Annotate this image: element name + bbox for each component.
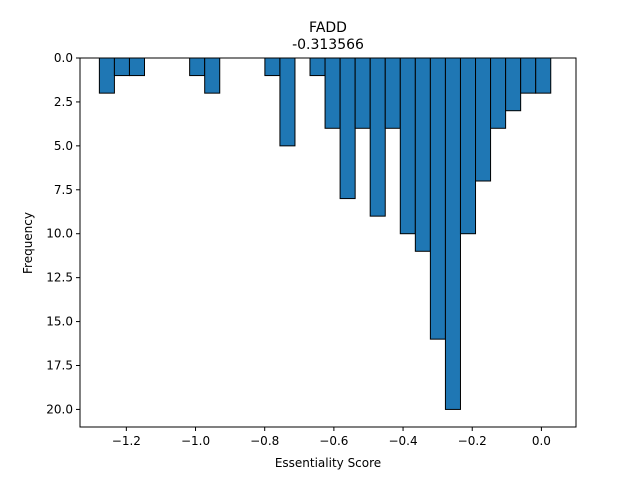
y-tick-label-8: 20.0: [46, 402, 73, 416]
histogram-bar-7: [309, 57, 326, 77]
histogram-bar-14: [414, 57, 431, 252]
y-tick-label-0: 0.0: [54, 51, 73, 65]
histogram-bar-11: [369, 57, 386, 217]
histogram-bar-19: [490, 57, 507, 129]
histogram-bar-13: [399, 57, 416, 235]
histogram-bar-4: [204, 57, 221, 94]
y-tick-label-7: 17.5: [46, 359, 73, 373]
y-tick-label-6: 15.0: [46, 315, 73, 329]
histogram-bar-18: [475, 57, 492, 182]
y-tick-label-4: 10.0: [46, 227, 73, 241]
x-tick-label-4: −0.4: [388, 434, 417, 448]
histogram-bar-2: [128, 57, 146, 77]
y-tick-label-2: 5.0: [54, 139, 73, 153]
y-axis-ticks: 0.0 2.5 5.0 7.5 10.0 12.5 15.0 17.5 20.0: [46, 51, 80, 416]
chart-subtitle: -0.313566: [292, 37, 364, 53]
x-tick-label-1: −1.0: [181, 434, 210, 448]
x-tick-label-5: −0.2: [458, 434, 487, 448]
x-tick-label-2: −0.8: [250, 434, 279, 448]
histogram-bar-3: [189, 57, 206, 77]
x-tick-label-3: −0.6: [319, 434, 348, 448]
chart-title: FADD: [309, 20, 347, 36]
x-tick-label-0: −1.2: [112, 434, 141, 448]
histogram-bar-15: [429, 57, 446, 340]
histogram-bar-12: [384, 57, 401, 129]
histogram-bar-10: [354, 57, 371, 129]
plot-frame: [79, 57, 577, 428]
histogram-bar-8: [324, 57, 341, 129]
histogram-bar-22: [535, 57, 552, 94]
histogram-bar-0: [98, 57, 115, 94]
histogram-bar-9: [339, 57, 356, 200]
bars-group: [98, 57, 552, 410]
histogram-bar-5: [264, 57, 281, 77]
histogram-bar-16: [444, 57, 461, 410]
histogram-bar-20: [505, 57, 522, 112]
x-axis-label: Essentiality Score: [275, 456, 381, 470]
histogram-bar-17: [459, 57, 477, 235]
histogram-bar-6: [279, 57, 296, 147]
y-axis-label: Frequency: [21, 212, 35, 274]
y-tick-label-5: 12.5: [46, 271, 73, 285]
y-tick-label-1: 2.5: [54, 95, 73, 109]
x-tick-label-6: 0.0: [532, 434, 551, 448]
histogram-bar-1: [113, 57, 130, 77]
x-axis-ticks: −1.2 −1.0 −0.8 −0.6 −0.4 −0.2 0.0: [112, 427, 551, 448]
histogram-bar-21: [520, 57, 537, 94]
y-tick-label-3: 7.5: [54, 183, 73, 197]
